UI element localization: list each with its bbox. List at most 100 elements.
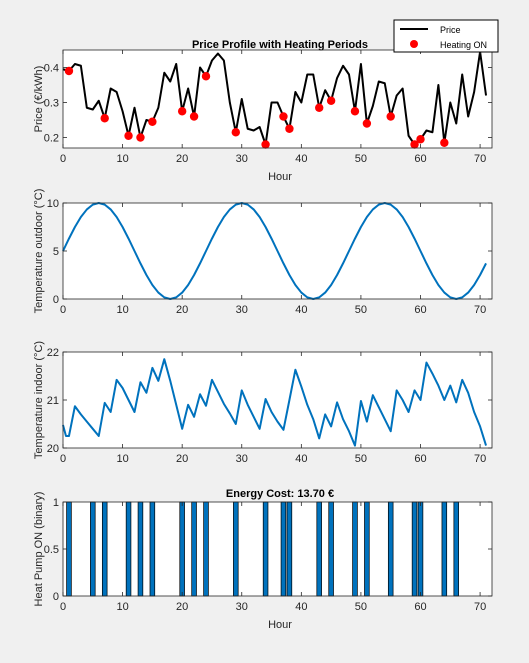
heat-pump-bar: [328, 501, 334, 597]
price-marks: [62, 50, 488, 149]
x-tick-label: 40: [295, 153, 307, 165]
x-tick-label: 0: [60, 153, 66, 165]
indoor-temperature-line: [62, 358, 487, 447]
heat-pump-bar: [179, 501, 185, 597]
x-tick-label: 10: [116, 153, 128, 165]
heat-pump-x-axis-label: Hour: [268, 619, 292, 631]
y-tick-label: 20: [47, 443, 59, 455]
heating-on-marker: [231, 128, 240, 137]
heating-on-marker: [177, 107, 187, 116]
heat-pump-bar: [137, 501, 144, 597]
heat-pump-bar: [233, 501, 239, 597]
heat-pump-bar: [125, 501, 132, 597]
y-tick-label: 10: [47, 198, 59, 210]
indoor-y-axis-label: Temperature indoor (°C): [33, 341, 45, 459]
price-y-axis-label: Price (€/kWh): [33, 66, 45, 133]
y-tick-label: 5: [53, 246, 59, 258]
x-tick-label: 10: [116, 453, 128, 465]
x-tick-label: 60: [414, 601, 426, 613]
heat-pump-bar: [66, 501, 72, 597]
heat-pump-bar: [90, 501, 96, 597]
heating-on-marker: [64, 66, 74, 76]
heating-on-marker: [136, 133, 145, 142]
heating-on-marker: [350, 107, 360, 116]
heating-on-marker: [416, 135, 425, 144]
x-tick-label: 50: [355, 453, 367, 465]
heating-on-marker: [100, 114, 109, 123]
x-tick-label: 10: [116, 304, 128, 316]
heating-on-marker: [124, 131, 133, 140]
axes-box: [62, 49, 493, 149]
x-tick-label: 0: [60, 601, 66, 613]
heat-pump-bar: [316, 501, 322, 597]
outdoor-y-axis-label: Temperature outdoor (°C): [33, 189, 45, 314]
x-tick-label: 50: [355, 304, 367, 316]
x-tick-label: 20: [176, 601, 188, 613]
heat-pump-bar: [453, 501, 459, 597]
x-tick-label: 20: [176, 453, 188, 465]
heating-on-marker: [326, 96, 336, 105]
outdoor-ticks: 0 10 20 30 40 50 60 70 0 5 10: [47, 198, 486, 316]
heating-on-marker: [362, 119, 372, 128]
x-tick-label: 10: [116, 601, 128, 613]
price-axes-background: [63, 50, 492, 148]
heat-pump-bar: [417, 501, 424, 597]
heating-on-marker: [315, 103, 324, 112]
heat-pump-bar: [191, 501, 197, 597]
x-tick-label: 70: [474, 304, 486, 316]
x-tick-label: 40: [295, 601, 307, 613]
heat-pump-bar: [280, 501, 287, 597]
heating-on-marker: [386, 112, 395, 121]
heat-pump-bar: [203, 501, 209, 597]
heating-on-marker: [285, 124, 294, 133]
heating-on-marker: [440, 138, 449, 147]
outdoor-temperature-line: [62, 202, 487, 300]
heat-pump-bar: [411, 501, 418, 597]
price-panel: Price Profile with Heating Periods 0 10 20…: [33, 19, 499, 183]
x-tick-label: 50: [355, 601, 367, 613]
heating-on-marker: [148, 117, 157, 126]
heating-on-marker: [261, 140, 270, 149]
heat-pump-axis-lines: [62, 501, 493, 597]
heat-pump-bar: [262, 501, 269, 597]
indoor-temperature-panel: 0 10 20 30 40 50 60 70 20 21 22 Temperature indoor…: [33, 341, 493, 465]
x-tick-label: 30: [236, 153, 248, 165]
heat-pump-panel: Energy Cost: 13.70 € 0 10 20 30 40 50 60 70 0 0.5…: [33, 488, 493, 631]
price-axis-lines: [62, 49, 493, 149]
y-tick-label: 0: [53, 294, 59, 306]
y-tick-label: 0: [53, 591, 59, 603]
energy-cost-title: Energy Cost: 13.70 €: [226, 488, 334, 500]
x-tick-label: 70: [474, 601, 486, 613]
x-tick-label: 60: [414, 304, 426, 316]
y-tick-label: 0.4: [44, 63, 59, 75]
indoor-ticks: 0 10 20 30 40 50 60 70 20 21 22: [47, 347, 486, 465]
y-tick-label: 0.5: [44, 544, 59, 556]
legend-price-label: Price: [440, 25, 461, 35]
y-tick-label: 1: [53, 497, 59, 509]
price-legend[interactable]: Price Heating ON: [393, 19, 499, 53]
outdoor-axis-lines: [62, 202, 493, 300]
x-tick-label: 40: [295, 304, 307, 316]
price-x-axis-label: Hour: [268, 171, 292, 183]
heating-on-marker: [189, 112, 199, 121]
x-tick-label: 30: [236, 453, 248, 465]
heat-pump-bar: [387, 501, 394, 597]
indoor-axis-lines: [62, 351, 493, 449]
x-tick-label: 20: [176, 304, 188, 316]
heating-on-marker: [410, 140, 419, 149]
x-tick-label: 20: [176, 153, 188, 165]
x-tick-label: 0: [60, 453, 66, 465]
x-tick-label: 40: [295, 453, 307, 465]
y-tick-label: 0.2: [44, 133, 59, 145]
heat-pump-bar: [286, 501, 293, 597]
outdoor-marks: [62, 202, 487, 300]
legend-heating-marker-sample: [410, 40, 418, 48]
heat-pump-bar: [441, 501, 448, 597]
heat-pump-bar: [352, 501, 358, 597]
x-tick-label: 60: [414, 153, 426, 165]
x-tick-label: 30: [236, 601, 248, 613]
x-tick-label: 50: [355, 153, 367, 165]
x-tick-label: 0: [60, 304, 66, 316]
legend-heating-label: Heating ON: [440, 40, 487, 50]
